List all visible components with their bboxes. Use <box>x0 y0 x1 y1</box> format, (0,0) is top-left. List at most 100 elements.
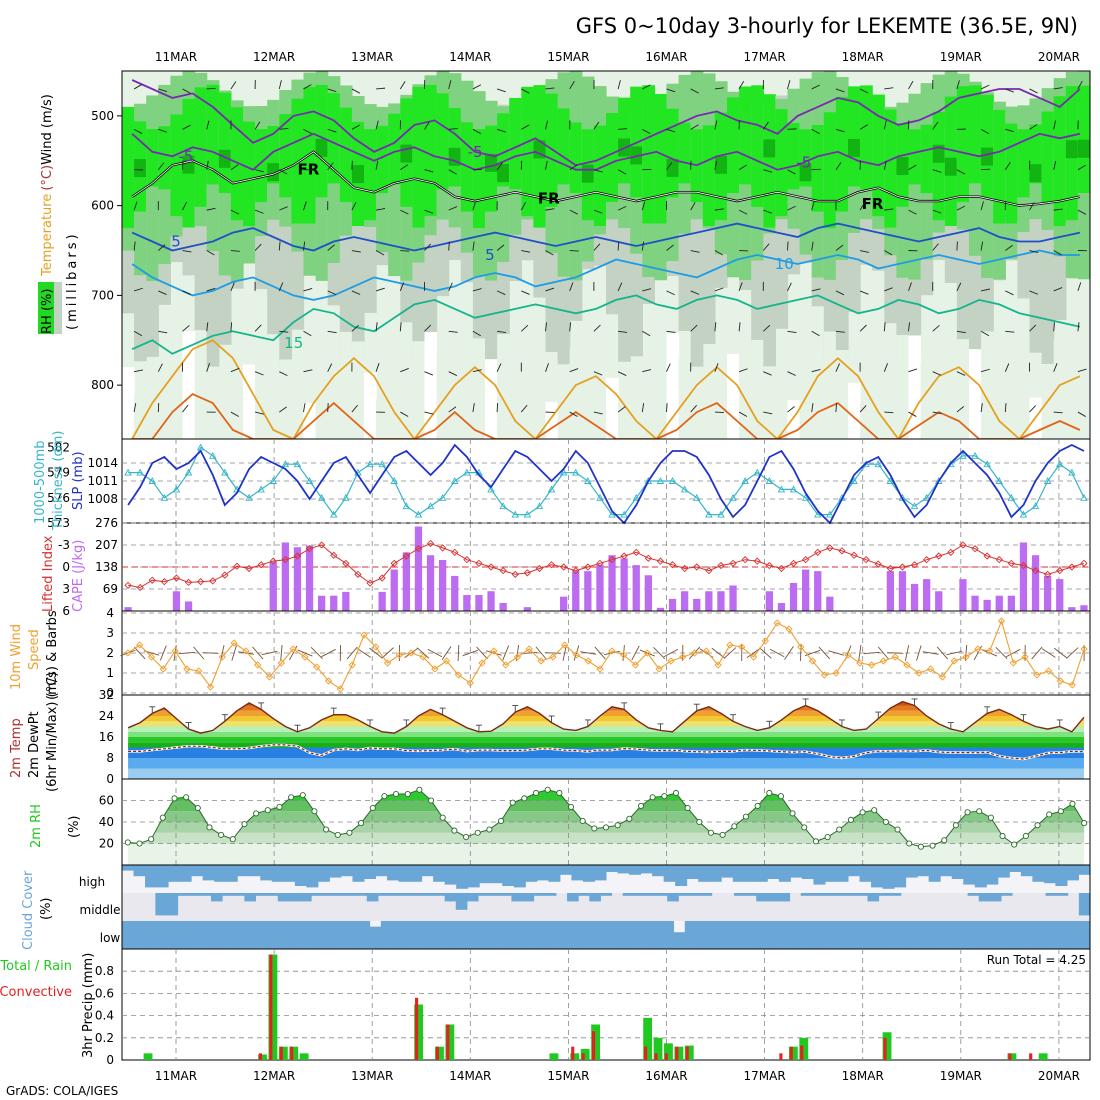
li-point <box>1080 559 1088 567</box>
wind-barb <box>133 241 136 251</box>
wind-barb <box>254 169 264 173</box>
cloud-low-bar <box>133 921 146 949</box>
cloud-bar <box>744 865 757 882</box>
rh-point <box>486 826 493 833</box>
wind-barb <box>230 322 233 332</box>
precip-total-bar <box>435 1046 444 1060</box>
rh-band-low <box>472 390 486 439</box>
wind-barb <box>327 363 333 372</box>
cloud-bar <box>489 893 501 896</box>
li-point <box>668 561 677 569</box>
li-point <box>789 559 798 567</box>
wind-barb <box>133 128 143 134</box>
wind10-barb <box>427 648 443 658</box>
wind-barb <box>714 160 718 170</box>
thickness-point <box>1043 477 1052 484</box>
li-point <box>451 548 459 556</box>
wind-barb <box>279 169 288 175</box>
li-point <box>221 571 229 579</box>
precip-total-bar <box>882 1032 892 1060</box>
li-tick: 0 <box>62 560 70 574</box>
precip-total-bar <box>414 1004 424 1060</box>
wind-barb <box>569 282 574 292</box>
rh-point <box>661 793 668 800</box>
wind-barb <box>303 84 312 90</box>
wind-barb <box>448 169 457 175</box>
wind-barb <box>859 88 869 94</box>
cloud-bar <box>225 865 238 882</box>
rh-band-low <box>678 357 692 439</box>
rh-band-low <box>1041 369 1055 439</box>
wind10-barb <box>863 651 880 655</box>
temp-tick: 24 <box>99 709 114 723</box>
wind-barb <box>859 202 866 211</box>
wind-barb <box>157 162 165 171</box>
rh-band-low <box>1005 375 1018 439</box>
wind10-barb <box>916 645 922 661</box>
cloud-bar <box>745 893 757 896</box>
cape-bar <box>402 552 410 611</box>
cape-bar <box>451 575 459 611</box>
cloud-bar <box>237 865 250 877</box>
wind-barb <box>884 87 894 90</box>
cloud-bar <box>375 865 388 877</box>
wind10-point <box>738 643 746 651</box>
precip-conv-bar <box>1029 1053 1033 1060</box>
wind-barb <box>593 411 603 415</box>
wind-barb <box>811 368 821 373</box>
slp-thickness-panel: 573 576 579 582 1008 1011 1014 1000-500mb Thic… <box>33 431 1091 531</box>
rh-point <box>218 831 225 838</box>
cloud-bar <box>733 893 746 896</box>
wind-barb <box>1005 128 1015 133</box>
wind10-point <box>1068 681 1076 689</box>
wind-barb <box>641 241 645 251</box>
ylabel-wind-3: (m/s) & Barbs <box>45 610 60 700</box>
wind-barb <box>569 81 575 90</box>
li-point <box>705 567 713 575</box>
thickness-point <box>959 451 967 459</box>
wind-barb <box>158 244 166 251</box>
wind-barb <box>472 369 482 373</box>
rh-band-low <box>690 389 704 439</box>
wind-barb <box>206 87 216 90</box>
wind10-point <box>372 643 380 651</box>
li-point <box>850 551 858 559</box>
wind-barb <box>835 363 840 372</box>
wind-barb <box>1053 120 1056 130</box>
cape-bar <box>184 601 193 611</box>
cloud-bar <box>997 865 1010 878</box>
wind-barb <box>424 209 434 214</box>
rh-band-bright <box>1005 123 1018 224</box>
rh-point <box>696 818 703 826</box>
wind10-point <box>1056 677 1065 685</box>
cape-bar <box>777 603 786 611</box>
cloud-low-bar <box>279 921 292 949</box>
wind-barb <box>134 369 144 373</box>
li-point <box>245 564 253 573</box>
ylabel-thickness-unit: Thickness (dm) <box>51 431 66 531</box>
rh-band-bright <box>1053 96 1067 227</box>
cloud-bar <box>986 865 999 885</box>
rh-band-bright <box>230 107 244 221</box>
rh-band-low <box>303 402 317 439</box>
li-point <box>293 552 302 560</box>
wind10-point <box>407 649 415 657</box>
cloud-low-bar <box>437 921 449 949</box>
wind-barb <box>1053 87 1063 90</box>
rh-point <box>871 807 878 814</box>
wind-barb <box>521 88 530 94</box>
cape-bar <box>620 558 628 611</box>
rh-band-bright <box>557 108 571 185</box>
wind10-point <box>856 659 864 667</box>
thickness-point <box>511 510 520 518</box>
wind-barb <box>811 330 820 337</box>
wind-barb <box>158 128 167 133</box>
cloud-low-bar <box>797 921 810 949</box>
cape-bar <box>305 545 314 611</box>
wind10-point <box>301 653 309 661</box>
wind-barb <box>424 371 434 376</box>
precip-conv-bar <box>279 1046 283 1060</box>
thickness-point <box>765 477 774 484</box>
rh-band-low <box>593 345 607 439</box>
rh-point <box>124 839 131 846</box>
